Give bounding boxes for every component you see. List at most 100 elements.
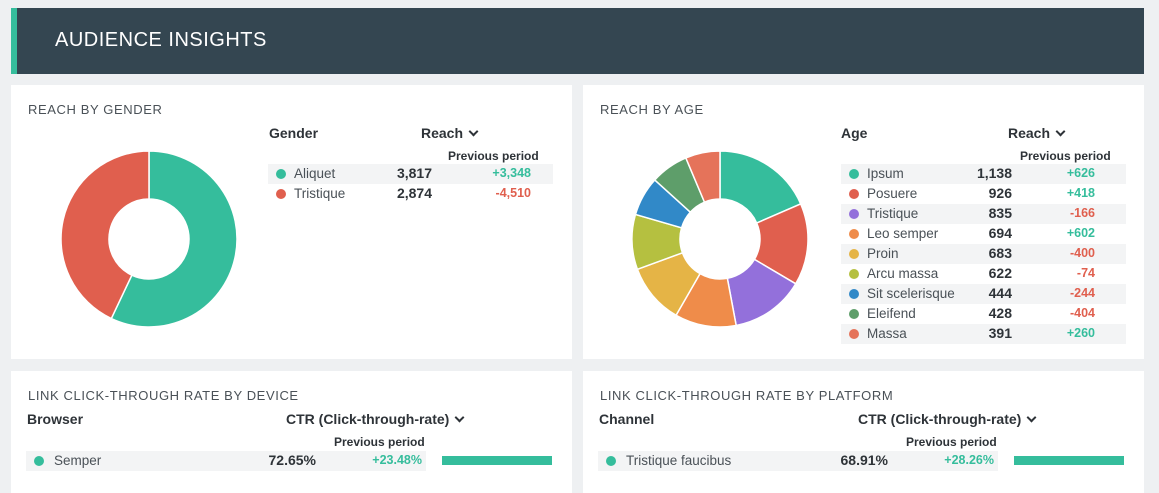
- row-value: 694: [988, 225, 1012, 241]
- card-title: LINK CLICK-THROUGH RATE BY PLATFORM: [600, 388, 894, 403]
- row-label: Posuere: [867, 186, 918, 201]
- row-value: 926: [988, 185, 1012, 201]
- ctr-by-platform-card: LINK CLICK-THROUGH RATE BY PLATFORM Chan…: [583, 371, 1144, 493]
- row-label: Proin: [867, 246, 899, 261]
- row-label: Aliquet: [294, 166, 336, 181]
- page-header: AUDIENCE INSIGHTS: [11, 8, 1144, 74]
- row-value: 391: [988, 325, 1012, 341]
- column-header-gender: Gender: [269, 125, 319, 141]
- row-change: +3,348: [492, 166, 531, 180]
- table-row[interactable]: Posuere 926 +418: [841, 184, 1126, 204]
- ctr-by-device-card: LINK CLICK-THROUGH RATE BY DEVICE Browse…: [11, 371, 572, 493]
- row-label: Tristique faucibus: [626, 453, 732, 468]
- legend-dot: [849, 189, 859, 199]
- previous-period-label: Previous period: [906, 435, 997, 449]
- reach-label: Reach: [1008, 125, 1051, 141]
- column-header-reach[interactable]: Reach: [1008, 125, 1066, 141]
- table-row[interactable]: Semper 72.65% +23.48%: [26, 451, 426, 471]
- table-row[interactable]: Aliquet 3,817 +3,348: [268, 164, 553, 184]
- column-header-ctr[interactable]: CTR (Click-through-rate): [286, 411, 465, 427]
- table-row[interactable]: Proin 683 -400: [841, 244, 1126, 264]
- row-label: Tristique: [867, 206, 919, 221]
- legend-dot: [849, 289, 859, 299]
- legend-dot: [849, 169, 859, 179]
- previous-period-label: Previous period: [334, 435, 425, 449]
- donut-slice-tristique[interactable]: [60, 150, 150, 320]
- table-row[interactable]: Massa 391 +260: [841, 324, 1126, 344]
- row-change: +28.26%: [944, 453, 994, 467]
- ctr-label: CTR (Click-through-rate): [858, 411, 1022, 427]
- legend-dot: [849, 329, 859, 339]
- row-change: -4,510: [495, 186, 531, 200]
- row-change: +418: [1066, 186, 1095, 200]
- card-title: REACH BY AGE: [600, 102, 704, 117]
- gender-donut-chart: [60, 150, 238, 328]
- column-header-ctr[interactable]: CTR (Click-through-rate): [858, 411, 1037, 427]
- legend-dot: [34, 456, 44, 466]
- row-change: -404: [1069, 306, 1095, 320]
- row-label: Tristique: [294, 186, 346, 201]
- column-header-age: Age: [841, 125, 868, 141]
- table-row[interactable]: Leo semper 694 +602: [841, 224, 1126, 244]
- row-label: Sit scelerisque: [867, 286, 955, 301]
- row-change: +626: [1066, 166, 1095, 180]
- chevron-down-icon: [454, 412, 465, 423]
- legend-dot: [606, 456, 616, 466]
- row-value: 68.91%: [840, 452, 888, 468]
- row-change: -74: [1076, 266, 1095, 280]
- column-header-reach[interactable]: Reach: [421, 125, 479, 141]
- row-value: 683: [988, 245, 1012, 261]
- row-label: Arcu massa: [867, 266, 939, 281]
- column-header-channel: Channel: [599, 411, 655, 427]
- legend-dot: [849, 249, 859, 259]
- legend-dot: [849, 269, 859, 279]
- row-value: 2,874: [396, 185, 432, 201]
- reach-by-gender-card: REACH BY GENDER Gender Reach Previous pe…: [11, 85, 572, 359]
- chevron-down-icon: [1055, 126, 1066, 137]
- table-row[interactable]: Tristique 2,874 -4,510: [268, 184, 553, 204]
- previous-period-label: Previous period: [1020, 149, 1111, 163]
- row-change: +23.48%: [372, 453, 422, 467]
- ctr-label: CTR (Click-through-rate): [286, 411, 450, 427]
- row-value: 444: [988, 285, 1012, 301]
- donut-slice-massa[interactable]: [684, 150, 721, 204]
- row-value: 72.65%: [268, 452, 316, 468]
- row-change: -166: [1069, 206, 1095, 220]
- legend-dot: [849, 309, 859, 319]
- ctr-bar: [1014, 456, 1124, 465]
- row-change: +260: [1066, 326, 1095, 340]
- table-row[interactable]: Eleifend 428 -404: [841, 304, 1126, 324]
- row-change: -244: [1069, 286, 1095, 300]
- chevron-down-icon: [1026, 412, 1037, 423]
- donut-slice-aliquet[interactable]: [110, 150, 238, 328]
- row-value: 1,138: [976, 165, 1012, 181]
- row-value: 835: [988, 205, 1012, 221]
- legend-dot: [849, 229, 859, 239]
- row-value: 622: [988, 265, 1012, 281]
- row-label: Ipsum: [867, 166, 904, 181]
- row-change: +602: [1066, 226, 1095, 240]
- column-header-browser: Browser: [27, 411, 84, 427]
- row-label: Semper: [54, 453, 102, 468]
- row-change: -400: [1069, 246, 1095, 260]
- row-value: 3,817: [396, 165, 432, 181]
- table-row[interactable]: Sit scelerisque 444 -244: [841, 284, 1126, 304]
- table-row[interactable]: Arcu massa 622 -74: [841, 264, 1126, 284]
- row-label: Eleifend: [867, 306, 916, 321]
- reach-by-age-card: REACH BY AGE Age Reach Previous period I…: [583, 85, 1144, 359]
- row-label: Massa: [867, 326, 907, 341]
- row-value: 428: [988, 305, 1012, 321]
- reach-label: Reach: [421, 125, 464, 141]
- legend-dot: [849, 209, 859, 219]
- table-row[interactable]: Tristique faucibus 68.91% +28.26%: [598, 451, 998, 471]
- row-label: Leo semper: [867, 226, 939, 241]
- card-title: LINK CLICK-THROUGH RATE BY DEVICE: [28, 388, 299, 403]
- ctr-bar: [442, 456, 552, 465]
- donut-slice-ipsum[interactable]: [719, 150, 802, 225]
- table-row[interactable]: Ipsum 1,138 +626: [841, 164, 1126, 184]
- table-row[interactable]: Tristique 835 -166: [841, 204, 1126, 224]
- legend-dot: [276, 169, 286, 179]
- age-donut-chart: [631, 150, 809, 328]
- page-title: AUDIENCE INSIGHTS: [55, 29, 267, 51]
- previous-period-label: Previous period: [448, 149, 539, 163]
